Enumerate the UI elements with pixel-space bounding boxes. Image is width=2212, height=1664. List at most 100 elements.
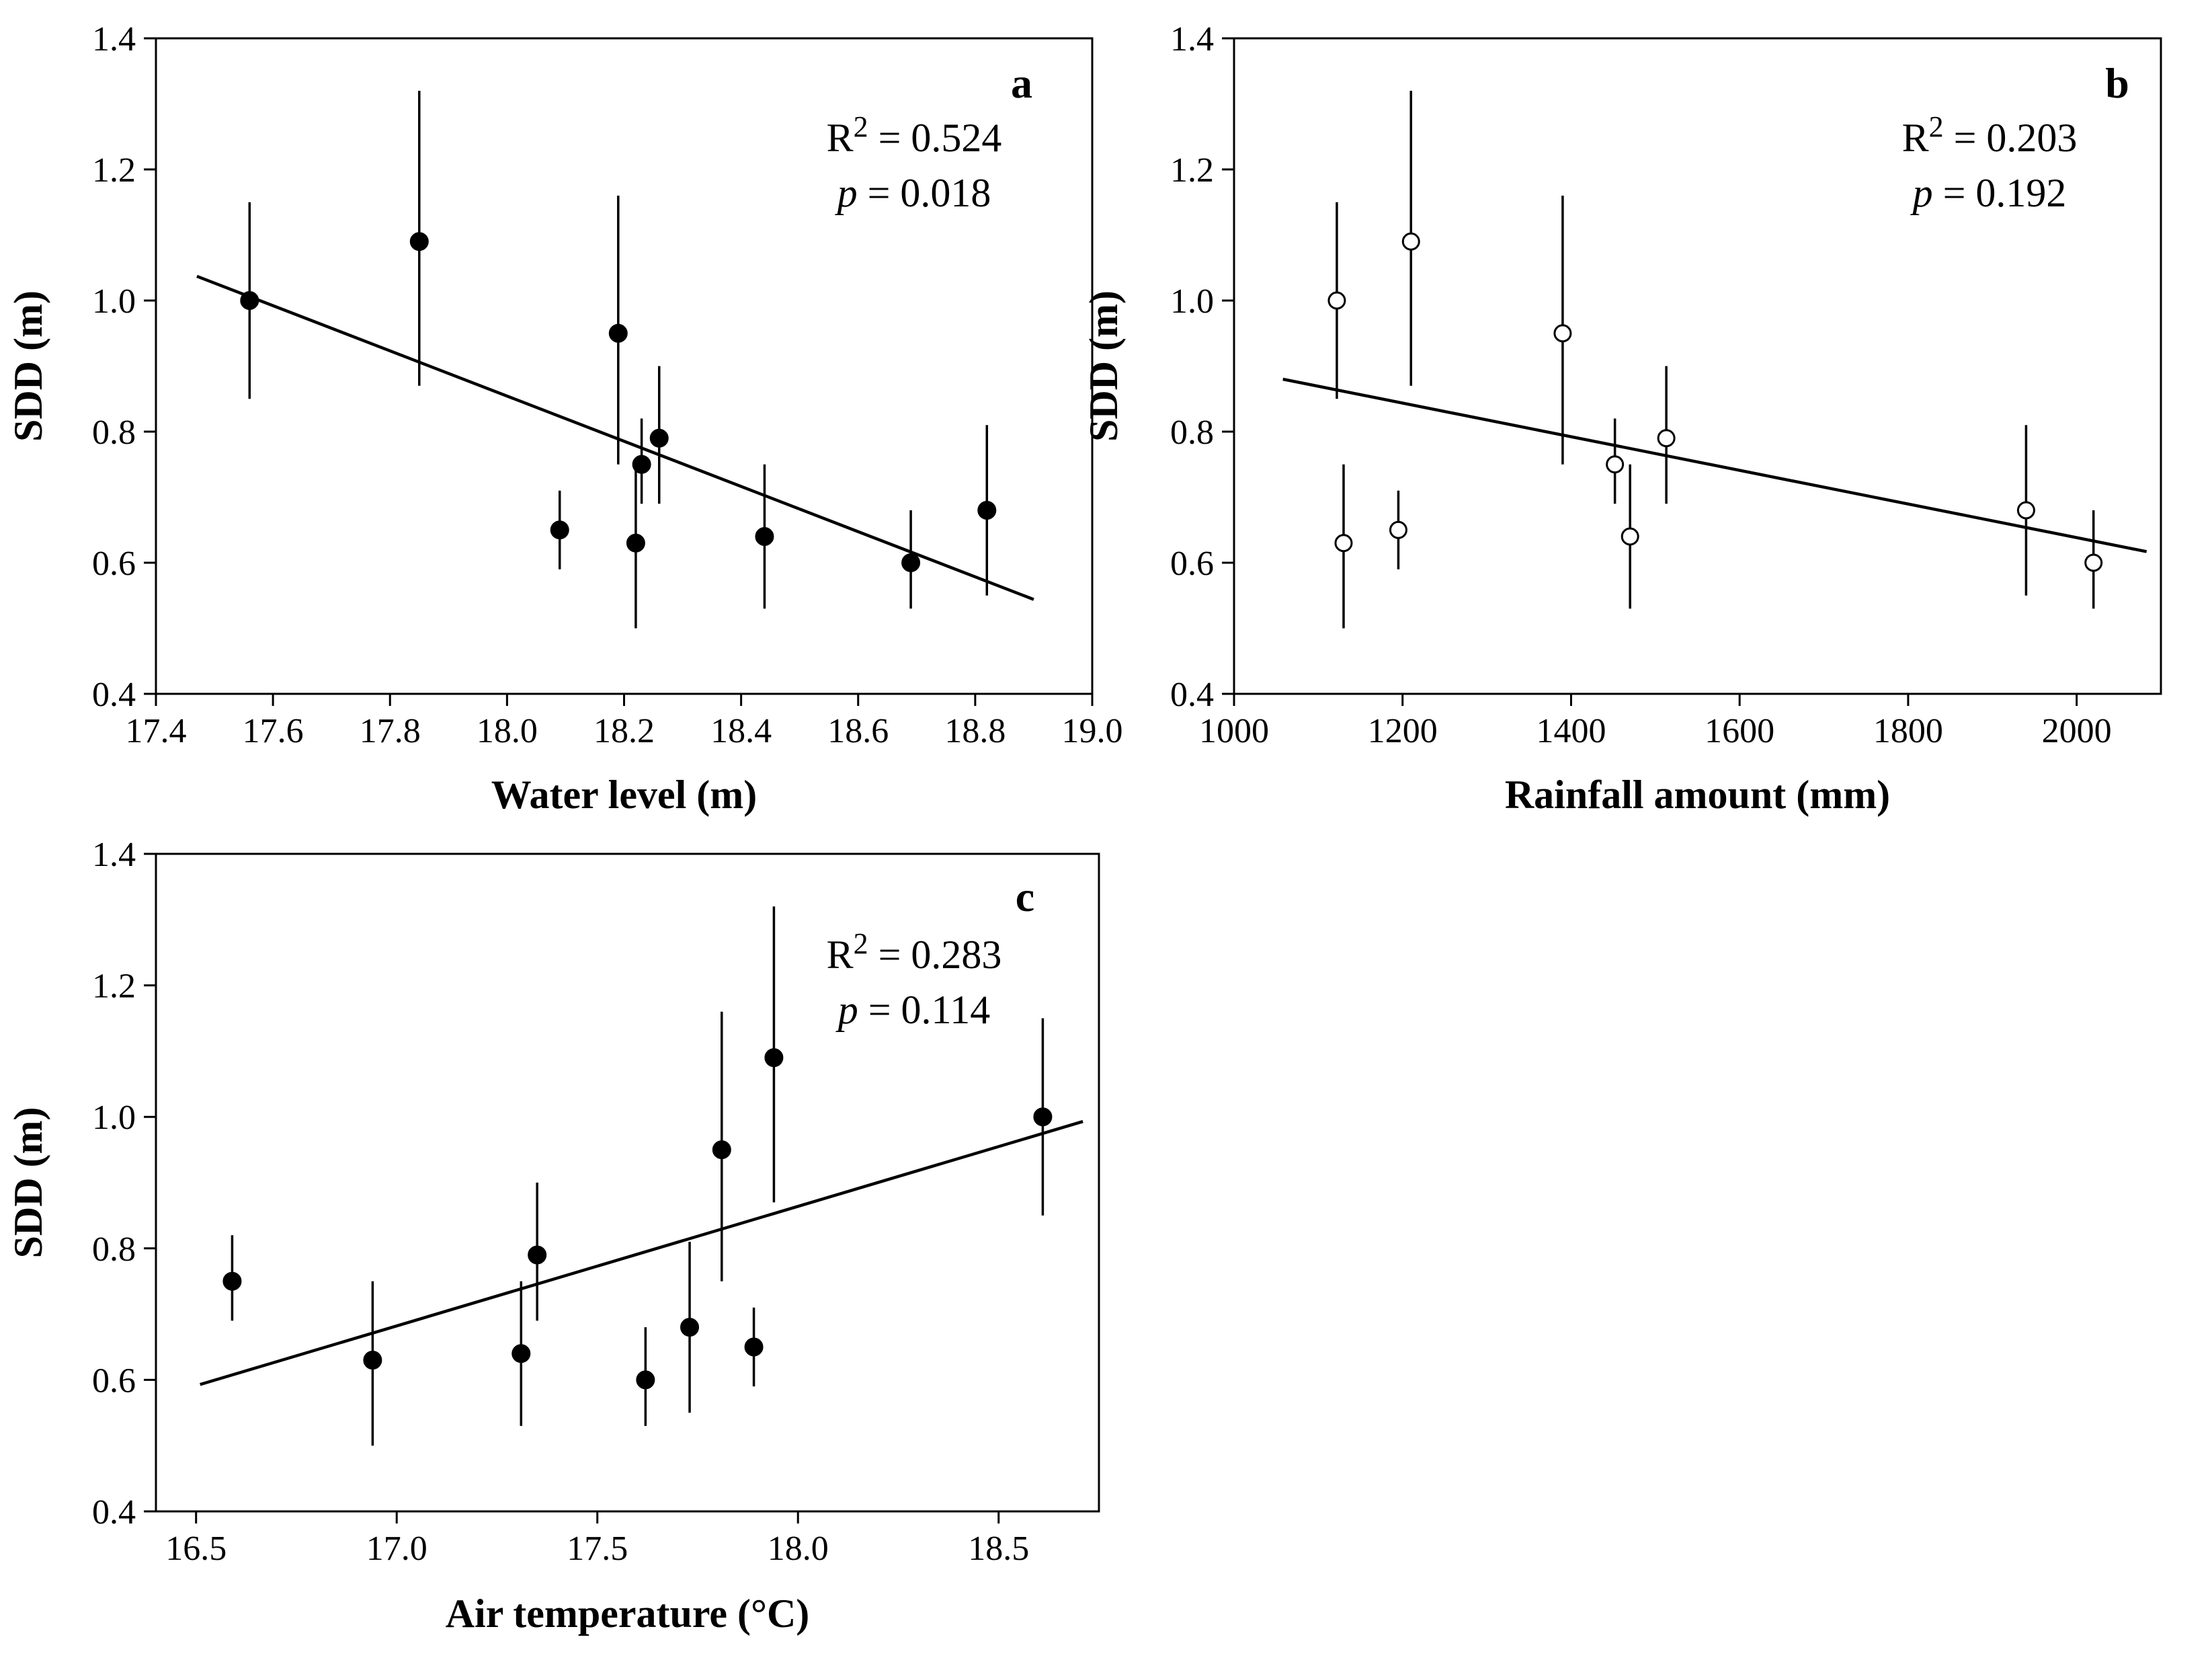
data-point: [1327, 291, 1346, 310]
panel-label: b: [2105, 59, 2129, 107]
data-point: [240, 291, 259, 310]
y-tick-label: 0.6: [92, 545, 136, 583]
r-squared-prefix: R: [827, 933, 854, 977]
r-squared-superscript: 2: [854, 110, 868, 143]
y-tick-label: 0.4: [1170, 676, 1214, 714]
data-point: [712, 1140, 731, 1160]
p-value-annotation: p = 0.114: [835, 988, 991, 1032]
data-point: [1389, 520, 1407, 539]
y-tick-label: 0.8: [92, 413, 136, 452]
regression-line: [200, 1119, 1083, 1386]
p-value-annotation: p = 0.192: [1910, 171, 2067, 215]
x-tick-label: 2000: [2042, 712, 2112, 750]
data-point: [1033, 1107, 1053, 1127]
panel-a: 17.4 17.6 17.8 18.0 18.2 18.4 18.6 18.8 19.0 0.4 0…: [6, 20, 1123, 817]
data-point: [632, 454, 651, 474]
data-point: [649, 428, 669, 448]
x-tick-label: 19.0: [1062, 712, 1123, 750]
x-tick-label: 1200: [1368, 712, 1438, 750]
p-value: = 0.018: [858, 171, 991, 215]
x-tick-label: 1400: [1536, 712, 1606, 750]
data-point: [744, 1337, 764, 1357]
y-tick-label: 1.4: [92, 20, 136, 58]
r-squared-value: = 0.524: [868, 116, 1002, 160]
y-tick-label: 0.8: [92, 1230, 136, 1269]
panel-label: a: [1011, 59, 1032, 107]
r-squared-annotation: R2 = 0.283: [827, 927, 1002, 977]
x-tick-label: 18.8: [944, 712, 1006, 750]
plot-frame: [1233, 37, 2162, 695]
data-point: [409, 232, 429, 251]
r-squared-value: = 0.203: [1944, 116, 2078, 160]
data-point: [764, 1048, 784, 1068]
data-point: [550, 520, 569, 540]
data-point: [1657, 429, 1676, 448]
r-squared-prefix: R: [1902, 116, 1929, 160]
x-axis-title: Water level (m): [491, 772, 757, 817]
r-squared-superscript: 2: [854, 927, 868, 960]
y-axis-title: SDD (m): [6, 1107, 50, 1259]
panel-label: c: [1016, 873, 1034, 920]
r-squared-annotation: R2 = 0.524: [827, 110, 1002, 160]
y-axis-title: SDD (m): [6, 290, 50, 442]
regression-line: [1282, 377, 2147, 553]
panel-b: 1000 1200 1400 1600 1800 2000 0.4 0.6 0.8 1.0 1.2 1…: [1081, 20, 2162, 817]
data-point: [1553, 324, 1572, 343]
data-point: [680, 1318, 700, 1337]
p-value: = 0.192: [1933, 171, 2067, 215]
p-symbol: p: [835, 988, 858, 1032]
x-tick-label: 18.4: [710, 712, 772, 750]
y-tick-label: 0.6: [92, 1361, 136, 1400]
data-point: [1401, 232, 1420, 251]
x-axis-title: Air temperature (°C): [446, 1591, 810, 1636]
y-tick-label: 1.0: [1170, 282, 1214, 321]
y-axis-title: SDD (m): [1081, 290, 1126, 442]
x-tick-label: 18.5: [968, 1530, 1029, 1568]
x-tick-label: 17.0: [366, 1530, 427, 1568]
data-point: [2016, 501, 2035, 520]
x-tick-label: 18.2: [593, 712, 655, 750]
data-point: [755, 527, 774, 546]
r-squared-value: = 0.283: [868, 933, 1002, 977]
x-tick-label: 17.6: [243, 712, 304, 750]
data-point: [511, 1344, 531, 1363]
y-tick-label: 1.0: [92, 1099, 136, 1137]
y-tick-label: 0.4: [92, 676, 136, 714]
data-point: [1606, 455, 1625, 474]
r-squared-annotation: R2 = 0.203: [1902, 110, 2078, 160]
x-axis-title: Rainfall amount (mm): [1505, 772, 1890, 817]
x-tick-label: 1600: [1705, 712, 1774, 750]
x-tick-label: 16.5: [165, 1530, 227, 1568]
y-tick-label: 1.2: [92, 151, 136, 190]
data-point: [2084, 553, 2103, 572]
data-point: [608, 323, 628, 343]
data-point: [1334, 534, 1353, 553]
x-tick-label: 17.8: [360, 712, 421, 750]
data-point: [901, 553, 921, 572]
data-point: [528, 1245, 547, 1265]
data-point: [222, 1271, 242, 1291]
x-tick-label: 17.5: [567, 1530, 628, 1568]
data-point: [977, 501, 997, 520]
data-point: [626, 533, 645, 553]
plot-frame: [155, 853, 1100, 1513]
data-point: [1621, 527, 1639, 546]
y-tick-label: 0.8: [1170, 413, 1214, 452]
x-tick-label: 1800: [1873, 712, 1943, 750]
x-tick-label: 18.6: [827, 712, 889, 750]
p-symbol: p: [835, 171, 858, 215]
r-squared-superscript: 2: [1929, 110, 1944, 143]
x-tick-label: 17.4: [126, 712, 187, 750]
r-squared-prefix: R: [827, 116, 854, 160]
x-tick-label: 18.0: [768, 1530, 829, 1568]
y-tick-label: 0.4: [92, 1493, 136, 1532]
y-tick-label: 1.4: [1170, 20, 1214, 58]
y-tick-label: 1.2: [92, 967, 136, 1006]
y-tick-label: 1.2: [1170, 151, 1214, 190]
data-point: [636, 1370, 655, 1390]
y-tick-label: 1.0: [92, 282, 136, 321]
x-tick-label: 1000: [1199, 712, 1269, 750]
regression-line: [196, 274, 1034, 601]
panel-c: 16.5 17.0 17.5 18.0 18.5 0.4 0.6 0.8 1.0 1.2 1.4 Ai…: [6, 836, 1100, 1636]
